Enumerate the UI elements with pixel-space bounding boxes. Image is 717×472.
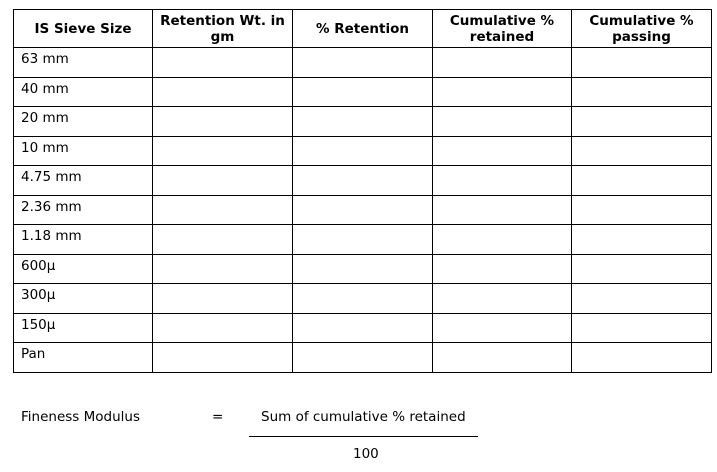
sieve-size-cell: 10 mm [13,135,153,166]
header-sieve-size: IS Sieve Size [13,9,153,48]
sieve-size-cell: 20 mm [13,106,153,137]
sieve-size-cell: 150µ [13,312,153,343]
cumulative-passing-cell [571,106,712,137]
table-header-row: IS Sieve Size Retention Wt. in gm % Rete… [13,9,712,48]
retention-weight-cell [152,165,293,196]
header-percent-retention: % Retention [292,9,433,48]
percent-retention-cell [292,106,433,137]
sieve-analysis-table: IS Sieve Size Retention Wt. in gm % Rete… [13,9,712,373]
cumulative-passing-cell [571,76,712,107]
formula-denominator: 100 [353,446,379,462]
retention-weight-cell [152,283,293,314]
fraction-bar [249,436,478,437]
retention-weight-cell [152,135,293,166]
percent-retention-cell [292,47,433,78]
table-row: 20 mm [13,106,712,137]
cumulative-retained-cell [432,342,572,373]
retention-weight-cell [152,76,293,107]
retention-weight-cell [152,47,293,78]
formula-numerator: Sum of cumulative % retained [261,409,466,425]
percent-retention-cell [292,135,433,166]
percent-retention-cell [292,194,433,225]
table-row: 150µ [13,312,712,343]
percent-retention-cell [292,283,433,314]
table-row: 600µ [13,253,712,284]
table-row: 4.75 mm [13,165,712,196]
percent-retention-cell [292,342,433,373]
sieve-size-cell: 1.18 mm [13,224,153,255]
table-row: 300µ [13,283,712,314]
sieve-size-cell: 63 mm [13,47,153,78]
retention-weight-cell [152,253,293,284]
percent-retention-cell [292,165,433,196]
retention-weight-cell [152,342,293,373]
equals-sign: = [212,409,224,425]
cumulative-retained-cell [432,312,572,343]
retention-weight-cell [152,224,293,255]
table-row: 40 mm [13,76,712,107]
retention-weight-cell [152,194,293,225]
cumulative-retained-cell [432,253,572,284]
cumulative-passing-cell [571,135,712,166]
sieve-size-cell: 300µ [13,283,153,314]
sieve-size-cell: 2.36 mm [13,194,153,225]
cumulative-passing-cell [571,47,712,78]
percent-retention-cell [292,312,433,343]
cumulative-retained-cell [432,165,572,196]
percent-retention-cell [292,224,433,255]
cumulative-retained-cell [432,135,572,166]
cumulative-retained-cell [432,224,572,255]
table-row: Pan [13,342,712,373]
sieve-size-cell: 4.75 mm [13,165,153,196]
cumulative-retained-cell [432,283,572,314]
cumulative-passing-cell [571,165,712,196]
formula-label: Fineness Modulus [21,409,140,425]
sieve-size-cell: 40 mm [13,76,153,107]
header-retention-weight: Retention Wt. in gm [152,9,293,48]
table-row: 2.36 mm [13,194,712,225]
sieve-size-cell: Pan [13,342,153,373]
retention-weight-cell [152,106,293,137]
cumulative-passing-cell [571,253,712,284]
table-row: 1.18 mm [13,224,712,255]
cumulative-retained-cell [432,76,572,107]
cumulative-passing-cell [571,342,712,373]
cumulative-passing-cell [571,283,712,314]
sieve-size-cell: 600µ [13,253,153,284]
cumulative-retained-cell [432,106,572,137]
retention-weight-cell [152,312,293,343]
cumulative-retained-cell [432,194,572,225]
cumulative-passing-cell [571,194,712,225]
header-cumulative-passing: Cumulative % passing [571,9,712,48]
table-row: 10 mm [13,135,712,166]
header-cumulative-retained: Cumulative % retained [432,9,572,48]
table-row: 63 mm [13,47,712,78]
cumulative-passing-cell [571,224,712,255]
cumulative-retained-cell [432,47,572,78]
percent-retention-cell [292,253,433,284]
percent-retention-cell [292,76,433,107]
cumulative-passing-cell [571,312,712,343]
